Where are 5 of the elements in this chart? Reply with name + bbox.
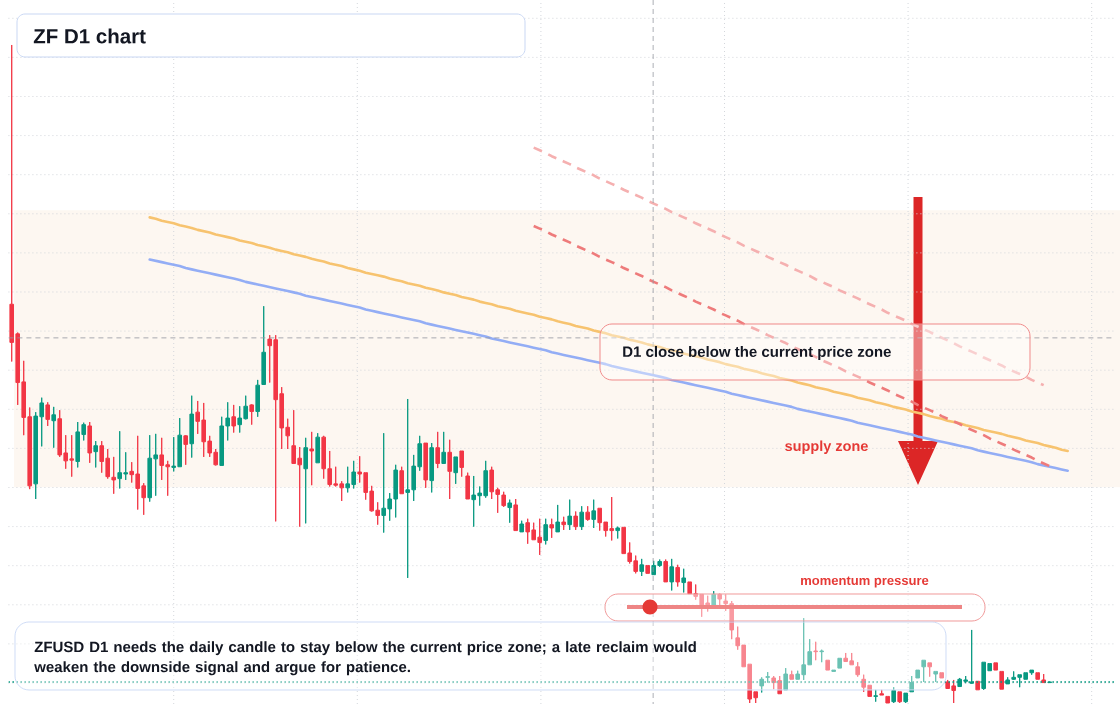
chart-title: ZF D1 chart (33, 28, 146, 44)
annotation: D1 close below the current price zone (623, 346, 891, 360)
annotation: ZFUSD D1 needs the daily candle to stay below the current price zone; a late reclaim would weaken the downside signal and argue for patience. (34, 641, 696, 676)
annotation: momentum pressure (801, 576, 929, 588)
band-label: supply zone (785, 440, 868, 454)
